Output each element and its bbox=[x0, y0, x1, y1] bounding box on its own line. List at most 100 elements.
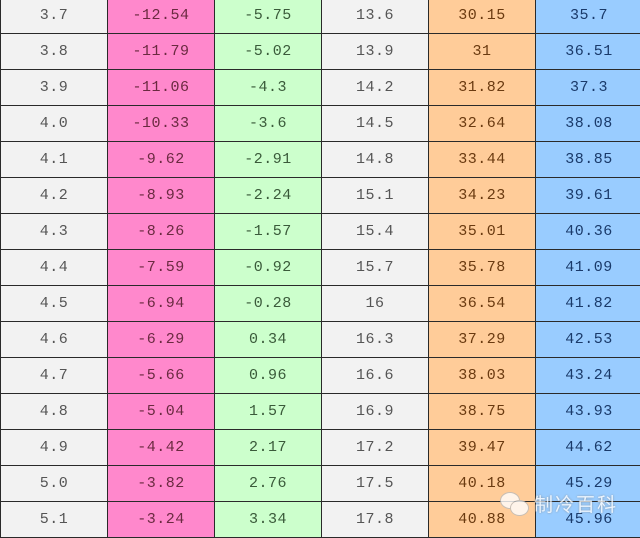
table-cell: -5.66 bbox=[108, 358, 215, 394]
table-cell: 35.01 bbox=[429, 214, 536, 250]
table-cell: -8.93 bbox=[108, 178, 215, 214]
table-cell: 14.2 bbox=[322, 70, 429, 106]
table-cell: 16 bbox=[322, 286, 429, 322]
table-cell: -2.24 bbox=[215, 178, 322, 214]
table-cell: 16.6 bbox=[322, 358, 429, 394]
table-cell: 14.8 bbox=[322, 142, 429, 178]
table-cell: 4.7 bbox=[1, 358, 108, 394]
table-cell: 4.6 bbox=[1, 322, 108, 358]
table-cell: 37.29 bbox=[429, 322, 536, 358]
table-cell: 39.61 bbox=[536, 178, 640, 214]
table-cell: 15.1 bbox=[322, 178, 429, 214]
table-cell: 4.5 bbox=[1, 286, 108, 322]
table-cell: -3.82 bbox=[108, 466, 215, 502]
table-cell: 15.4 bbox=[322, 214, 429, 250]
table-cell: 44.62 bbox=[536, 430, 640, 466]
table-cell: 40.36 bbox=[536, 214, 640, 250]
watermark-text: 制冷百科 bbox=[534, 490, 618, 517]
table-cell: -4.42 bbox=[108, 430, 215, 466]
table-cell: 13.9 bbox=[322, 34, 429, 70]
table-cell: 4.8 bbox=[1, 394, 108, 430]
table-cell: 17.2 bbox=[322, 430, 429, 466]
wechat-icon bbox=[500, 492, 530, 516]
table-cell: 34.23 bbox=[429, 178, 536, 214]
table-cell: 31.82 bbox=[429, 70, 536, 106]
table-cell: 2.17 bbox=[215, 430, 322, 466]
table-cell: 37.3 bbox=[536, 70, 640, 106]
table-cell: 35.78 bbox=[429, 250, 536, 286]
table-cell: -1.57 bbox=[215, 214, 322, 250]
table-cell: 35.7 bbox=[536, 0, 640, 34]
table-cell: 39.47 bbox=[429, 430, 536, 466]
table-cell: 31 bbox=[429, 34, 536, 70]
table-cell: 43.93 bbox=[536, 394, 640, 430]
table-cell: -4.3 bbox=[215, 70, 322, 106]
watermark: 制冷百科 bbox=[500, 490, 618, 517]
table-cell: 4.2 bbox=[1, 178, 108, 214]
table-cell: 3.7 bbox=[1, 0, 108, 34]
table-cell: 16.9 bbox=[322, 394, 429, 430]
table-cell: -3.6 bbox=[215, 106, 322, 142]
table-cell: 4.0 bbox=[1, 106, 108, 142]
table-cell: 38.75 bbox=[429, 394, 536, 430]
table-cell: 15.7 bbox=[322, 250, 429, 286]
table-cell: 4.1 bbox=[1, 142, 108, 178]
table-cell: 1.57 bbox=[215, 394, 322, 430]
table-cell: -2.91 bbox=[215, 142, 322, 178]
table-cell: -5.02 bbox=[215, 34, 322, 70]
table-cell: 33.44 bbox=[429, 142, 536, 178]
table-cell: 13.6 bbox=[322, 0, 429, 34]
table-cell: 3.8 bbox=[1, 34, 108, 70]
table-cell: -0.28 bbox=[215, 286, 322, 322]
table-cell: 36.54 bbox=[429, 286, 536, 322]
table-cell: 38.08 bbox=[536, 106, 640, 142]
table-cell: 43.24 bbox=[536, 358, 640, 394]
table-cell: -11.79 bbox=[108, 34, 215, 70]
table-cell: -8.26 bbox=[108, 214, 215, 250]
table-cell: 0.96 bbox=[215, 358, 322, 394]
table-cell: 36.51 bbox=[536, 34, 640, 70]
table-cell: -11.06 bbox=[108, 70, 215, 106]
table-cell: 3.9 bbox=[1, 70, 108, 106]
table-cell: 4.3 bbox=[1, 214, 108, 250]
table-cell: 14.5 bbox=[322, 106, 429, 142]
table-cell: -12.54 bbox=[108, 0, 215, 34]
table-cell: 42.53 bbox=[536, 322, 640, 358]
table-cell: -5.04 bbox=[108, 394, 215, 430]
table-cell: 32.64 bbox=[429, 106, 536, 142]
table-cell: -5.75 bbox=[215, 0, 322, 34]
table-cell: -0.92 bbox=[215, 250, 322, 286]
table-cell: -9.62 bbox=[108, 142, 215, 178]
table-cell: 5.0 bbox=[1, 466, 108, 502]
table-cell: 17.8 bbox=[322, 502, 429, 538]
table-cell: 16.3 bbox=[322, 322, 429, 358]
table-cell: 38.85 bbox=[536, 142, 640, 178]
table-cell: -3.24 bbox=[108, 502, 215, 538]
table-cell: 4.9 bbox=[1, 430, 108, 466]
table-cell: 30.15 bbox=[429, 0, 536, 34]
table-cell: 0.34 bbox=[215, 322, 322, 358]
table-cell: -10.33 bbox=[108, 106, 215, 142]
table-cell: 17.5 bbox=[322, 466, 429, 502]
table-cell: -7.59 bbox=[108, 250, 215, 286]
table-cell: 41.09 bbox=[536, 250, 640, 286]
table-cell: 41.82 bbox=[536, 286, 640, 322]
table-cell: 2.76 bbox=[215, 466, 322, 502]
table-cell: 3.34 bbox=[215, 502, 322, 538]
table-cell: -6.94 bbox=[108, 286, 215, 322]
table-cell: -6.29 bbox=[108, 322, 215, 358]
